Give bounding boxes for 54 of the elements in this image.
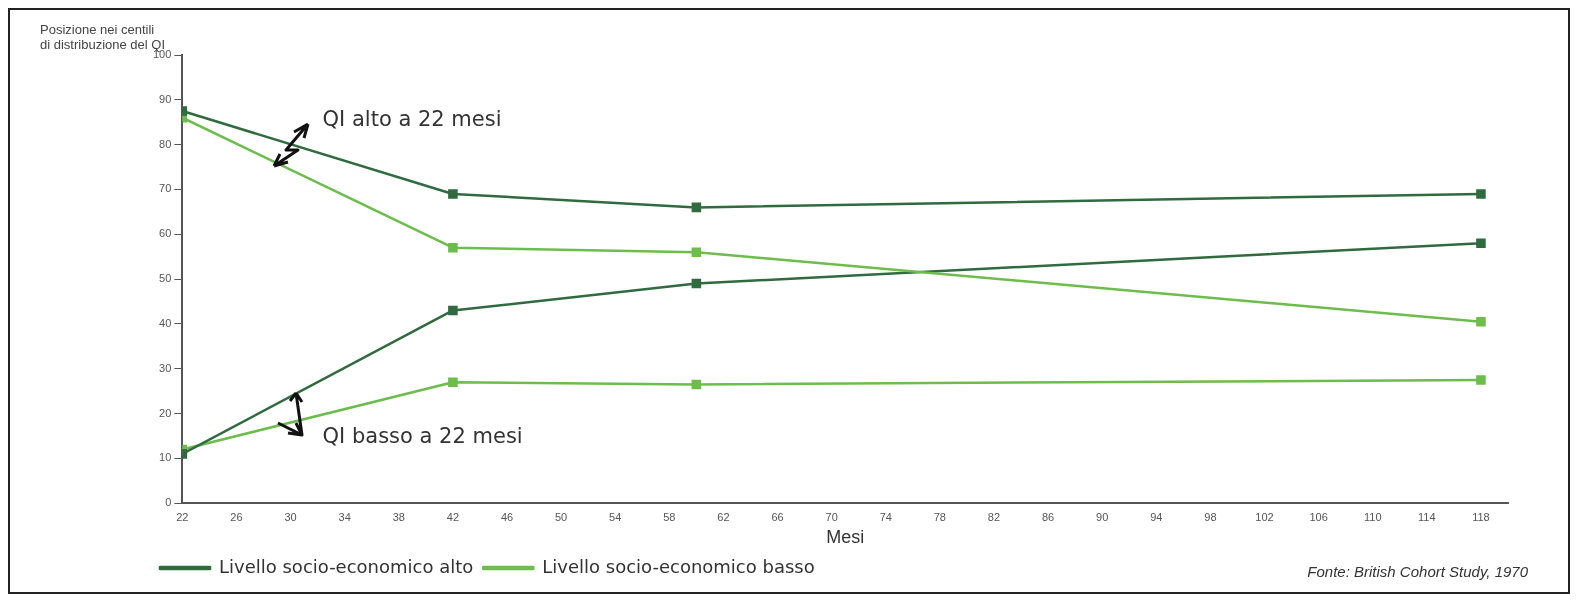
point	[691, 278, 702, 289]
x-tick-label: 70	[825, 510, 838, 523]
x-tick-label: 34	[338, 510, 351, 523]
point	[1476, 189, 1486, 199]
y-tick-label: 10	[159, 451, 172, 464]
point	[448, 305, 458, 316]
y-tick-label: 80	[159, 137, 172, 150]
x-tick-label: 86	[1041, 510, 1055, 523]
legend-label: Livello socio-economico alto	[219, 555, 474, 577]
x-tick-label: 102	[1255, 510, 1274, 523]
x-tick-label: 90	[1096, 510, 1109, 523]
x-tick-label: 38	[392, 510, 405, 523]
x-tick-label: 118	[1472, 510, 1490, 523]
point	[448, 377, 458, 387]
y-axis-title: Posizione nei centili di distribuzione del QI	[40, 22, 165, 52]
y-tick-label: 50	[159, 272, 172, 285]
y-tick-label: 0	[165, 496, 172, 509]
x-tick-label: 66	[771, 510, 784, 523]
x-tick-label: 42	[446, 510, 460, 523]
x-tick-label: 98	[1204, 510, 1217, 523]
x-tick-label: 106	[1309, 510, 1328, 523]
annotation: QI basso a 22 mesi	[322, 424, 523, 449]
x-tick-label: 22	[176, 510, 189, 523]
source-note: Fonte: British Cohort Study, 1970	[1307, 563, 1528, 580]
x-tick-label: 58	[663, 510, 676, 523]
point	[1476, 238, 1486, 249]
x-tick-label: 26	[230, 510, 243, 523]
point	[448, 189, 458, 199]
x-tick-label: 46	[500, 510, 514, 523]
x-tick-label: 62	[717, 510, 730, 523]
point	[691, 202, 702, 213]
x-tick-label: 50	[554, 510, 568, 523]
y-tick-label: 20	[159, 406, 172, 419]
x-tick-label: 54	[609, 510, 622, 523]
y-tick-label: 70	[159, 182, 172, 195]
point	[1476, 375, 1486, 385]
legend-label: Livello socio-economico basso	[542, 555, 815, 577]
point	[691, 379, 702, 390]
annotation: QI alto a 22 mesi	[322, 107, 502, 132]
x-tick-label: 94	[1150, 510, 1163, 523]
x-tick-label: 30	[284, 510, 297, 523]
point	[1476, 316, 1486, 327]
x-tick-label: 78	[933, 510, 946, 523]
x-tick-label: 110	[1363, 510, 1382, 523]
point	[448, 242, 458, 253]
point	[691, 247, 702, 257]
x-tick-label: 82	[987, 510, 1001, 523]
y-tick-label: 60	[159, 227, 172, 240]
x-axis-title: Mesi	[826, 527, 865, 548]
y-tick-label: 30	[159, 361, 172, 374]
x-tick-label: 74	[879, 510, 892, 523]
y-tick-label: 40	[159, 316, 172, 329]
y-tick-label: 90	[159, 92, 172, 105]
x-tick-label: 114	[1418, 510, 1436, 523]
